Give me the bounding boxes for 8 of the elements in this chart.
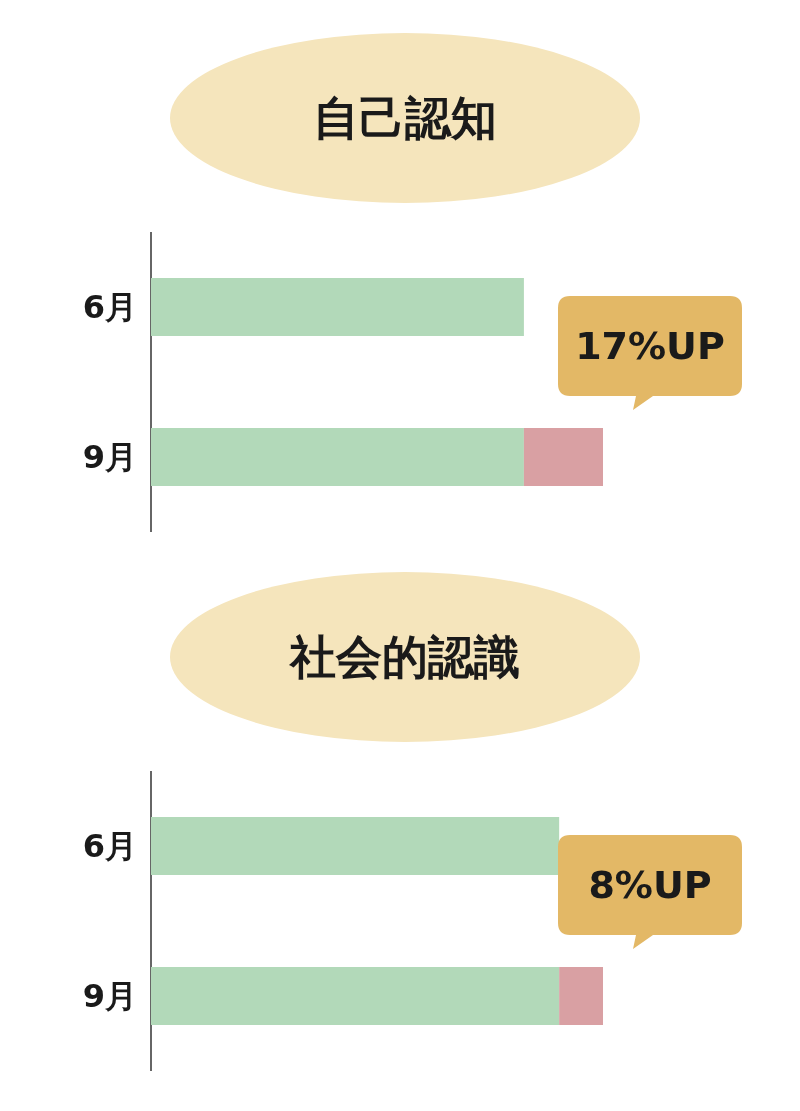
y-tick-label: 9月: [82, 438, 137, 476]
y-tick-label: 6月: [82, 288, 137, 326]
chart-title: 自己認知: [313, 91, 497, 145]
y-tick-label: 6月: [82, 827, 137, 865]
y-tick-label: 9月: [82, 977, 137, 1015]
chart-title: 社会的認識: [288, 630, 520, 684]
annotation: 17%UP: [575, 324, 725, 368]
annotation: 8%UP: [588, 863, 712, 907]
